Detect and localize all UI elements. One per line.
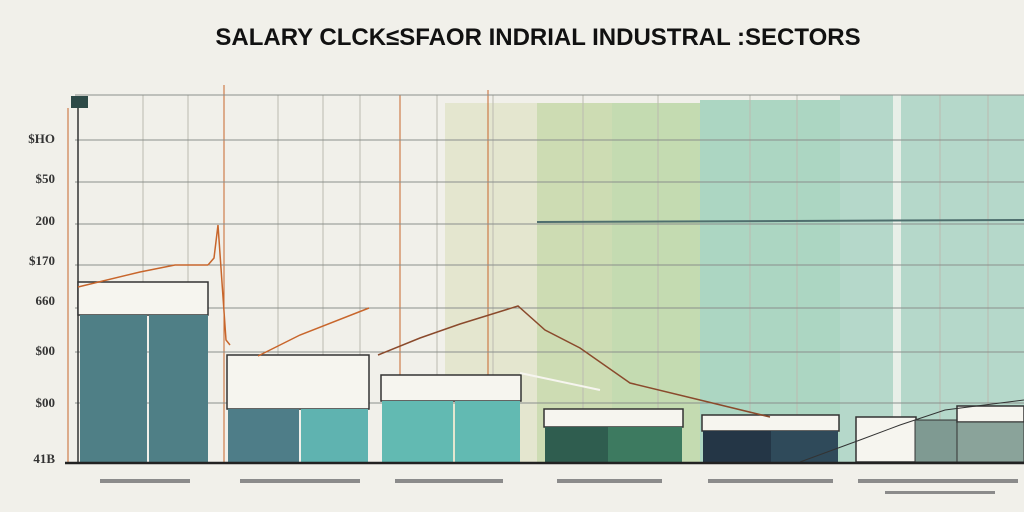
bars (77, 281, 1024, 463)
chart-title: SALARY CLCK≤SFAOR INDRIAL INDUSTRAL :SEC… (215, 24, 860, 51)
y-tick-label: 200 (36, 213, 56, 228)
legend-swatch (71, 96, 88, 108)
band (840, 95, 1024, 463)
y-axis-labels: $HO $50 200 $170 660 $00 $00 41B (28, 131, 55, 466)
y-tick-label: 41B (33, 451, 55, 466)
trend-lines (77, 224, 1024, 463)
y-tick-label: $50 (36, 171, 56, 186)
y-tick-label: $00 (36, 395, 56, 410)
y-tick-label: $170 (29, 253, 55, 268)
y-tick-label: $00 (36, 343, 56, 358)
category-labels (100, 479, 1018, 494)
y-tick-label: 660 (36, 293, 56, 308)
y-tick-label: $HO (28, 131, 55, 146)
band (893, 95, 901, 463)
band (700, 100, 840, 463)
